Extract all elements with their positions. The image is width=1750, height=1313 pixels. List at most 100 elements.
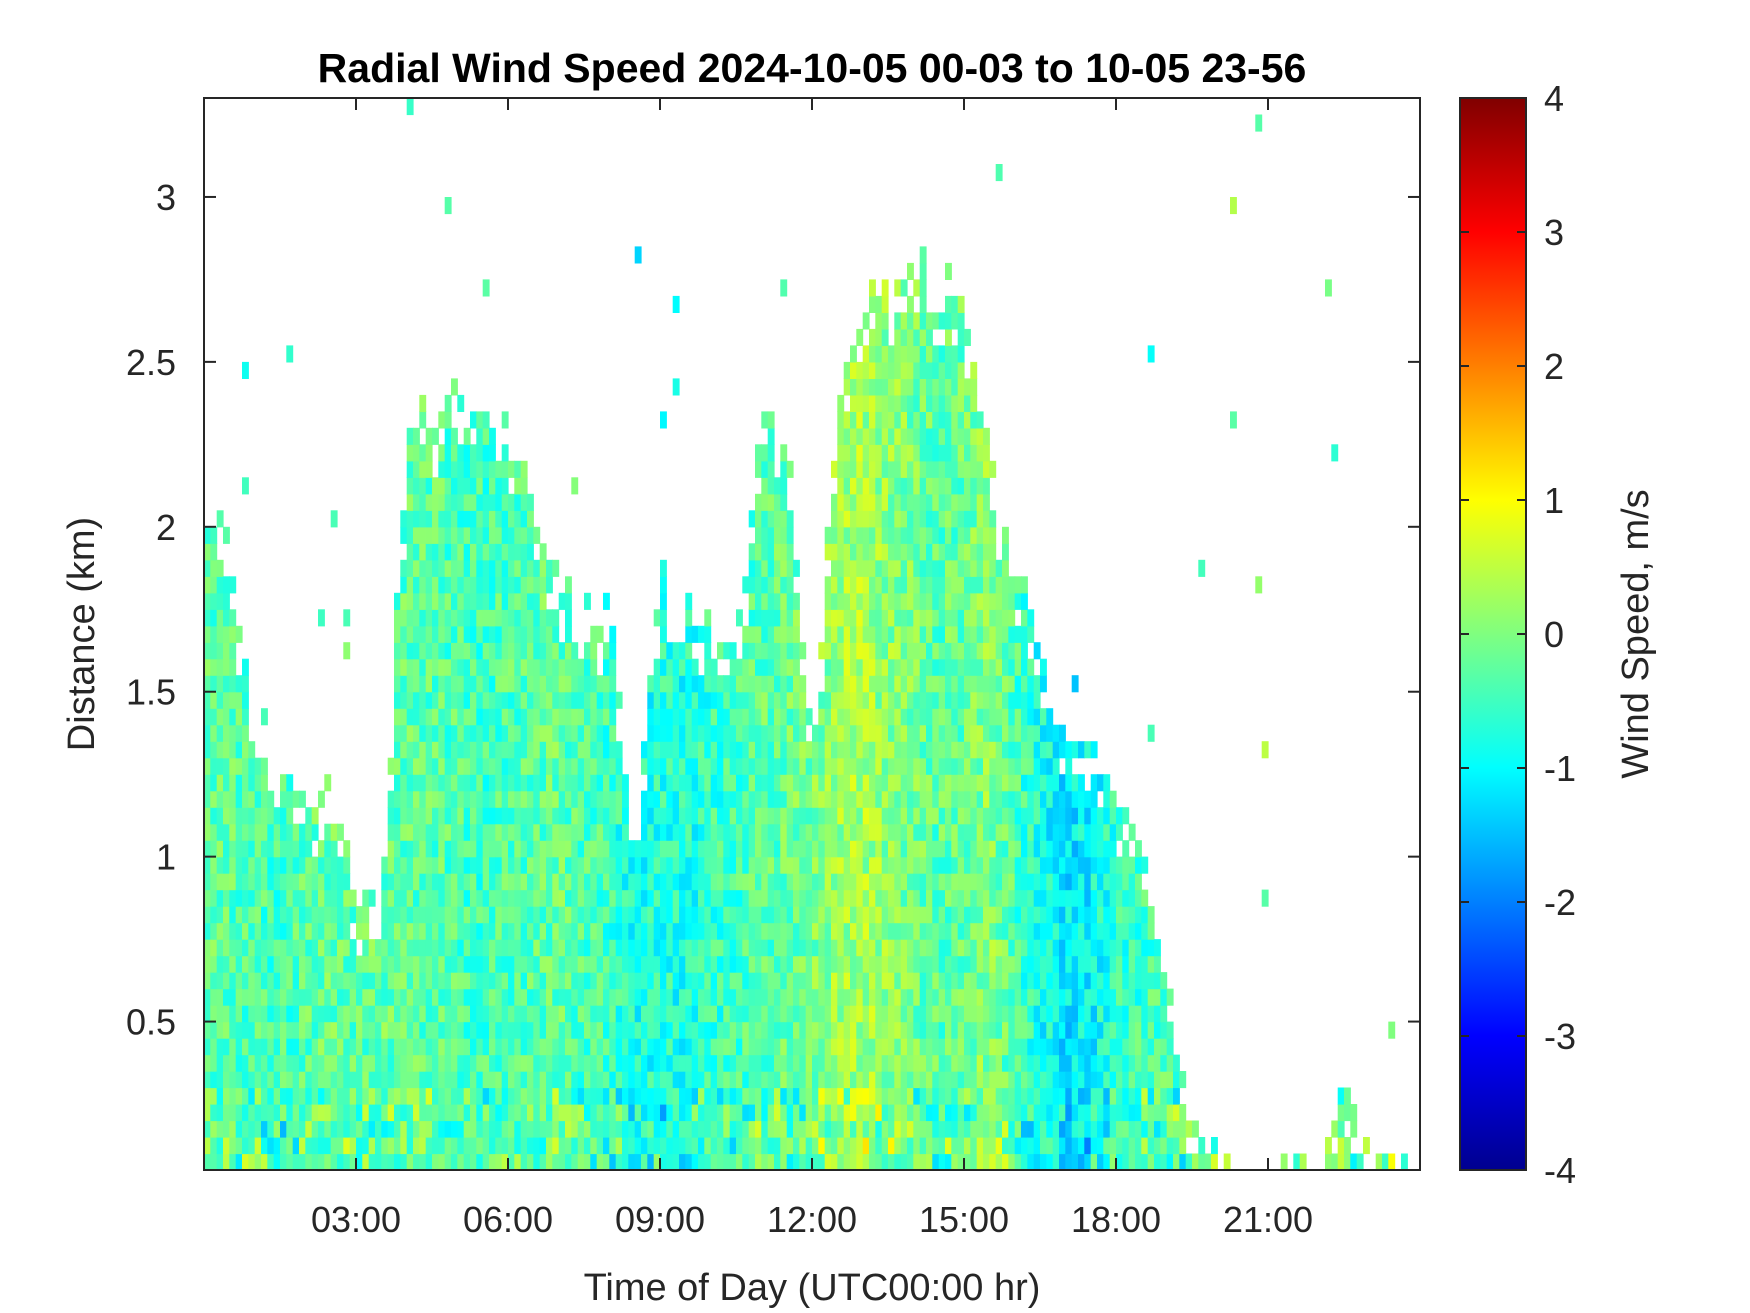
heatmap-cell (742, 642, 750, 660)
heatmap-cell (235, 939, 243, 957)
heatmap-cell (824, 642, 832, 660)
heatmap-cell (938, 378, 946, 396)
heatmap-cell (850, 510, 857, 528)
heatmap-cell (571, 1005, 579, 1023)
heatmap-cell (1008, 1120, 1016, 1138)
heatmap-cell (571, 939, 579, 957)
heatmap-cell (1046, 724, 1054, 742)
heatmap-cell (907, 856, 914, 874)
heatmap-cell (400, 823, 408, 841)
heatmap-cell (869, 345, 876, 363)
heatmap-cell (919, 807, 927, 825)
heatmap-cell (229, 988, 237, 1006)
heatmap-cell (736, 1104, 743, 1122)
heatmap-cell (824, 939, 832, 957)
heatmap-cell (444, 1005, 452, 1023)
heatmap-cell (660, 955, 667, 973)
heatmap-cell (1008, 1071, 1016, 1089)
heatmap-cell (774, 477, 781, 495)
heatmap-cell (907, 312, 914, 330)
heatmap-cell (932, 1054, 940, 1072)
heatmap-cell (242, 1087, 249, 1105)
heatmap-cell (989, 757, 997, 775)
heatmap-cell (552, 856, 560, 874)
heatmap-cell (210, 873, 218, 891)
heatmap-cell (812, 1005, 819, 1023)
heatmap-cell (945, 790, 952, 808)
heatmap-cell (286, 1087, 294, 1105)
heatmap-cell (786, 658, 794, 676)
heatmap-cell (476, 1054, 484, 1072)
heatmap-cell (850, 609, 857, 627)
heatmap-cell (945, 1153, 952, 1170)
heatmap-cell (780, 972, 788, 990)
heatmap-cell (989, 576, 997, 594)
heatmap-cell (444, 493, 452, 511)
heatmap-cell (856, 774, 864, 792)
heatmap-cell (913, 675, 921, 693)
heatmap-cell (444, 906, 452, 924)
heatmap-cell (501, 823, 509, 841)
heatmap-cell (755, 1137, 762, 1155)
heatmap-cell (432, 1120, 439, 1138)
heatmap-cell (780, 922, 788, 940)
heatmap-cell (413, 1038, 420, 1056)
heatmap-cell (850, 1104, 857, 1122)
heatmap-cell (919, 691, 927, 709)
heatmap-cell (438, 411, 446, 429)
heatmap-cell (254, 1054, 262, 1072)
heatmap-cell (786, 1071, 794, 1089)
heatmap-cell (343, 955, 351, 973)
heatmap-cell (1065, 1120, 1073, 1138)
heatmap-cell (508, 642, 515, 660)
heatmap-cell (419, 1137, 427, 1155)
heatmap-cell (400, 972, 408, 990)
heatmap-cell (520, 922, 528, 940)
heatmap-cell (356, 1087, 363, 1105)
heatmap-cell (305, 1137, 313, 1155)
heatmap-cell (413, 988, 420, 1006)
heatmap-cell (729, 642, 737, 660)
heatmap-cell (261, 972, 268, 990)
heatmap-cell (888, 675, 895, 693)
heatmap-cell (1033, 757, 1041, 775)
heatmap-cell (571, 906, 579, 924)
heatmap-cell (672, 922, 680, 940)
heatmap-cell (470, 972, 477, 990)
heatmap-cell (520, 873, 528, 891)
heatmap-cell (850, 1071, 857, 1089)
heatmap-cell (1021, 625, 1028, 643)
heatmap-cell (894, 790, 902, 808)
heatmap-cell (533, 790, 541, 808)
heatmap-cell (717, 1104, 724, 1122)
heatmap-cell (565, 1021, 572, 1039)
heatmap-cell (945, 444, 952, 462)
heatmap-cell (907, 510, 914, 528)
heatmap-cell (470, 1071, 477, 1089)
heatmap-cell (748, 576, 756, 594)
heatmap-cell (539, 559, 547, 577)
heatmap-cell (704, 1071, 712, 1089)
heatmap-cell (824, 955, 832, 973)
heatmap-cell (641, 757, 648, 775)
heatmap-cell (615, 889, 623, 907)
heatmap-cell (204, 1054, 211, 1072)
heatmap-cell (476, 774, 484, 792)
heatmap-cell (216, 1120, 224, 1138)
heatmap-cell (235, 1137, 243, 1155)
heatmap-cell (299, 955, 306, 973)
heatmap-cell (862, 1005, 870, 1023)
heatmap-cell (957, 1153, 965, 1170)
heatmap-cell (419, 625, 427, 643)
heatmap-cell (748, 642, 756, 660)
heatmap-cell (501, 625, 509, 643)
heatmap-cell (495, 807, 503, 825)
heatmap-cell (723, 675, 731, 693)
heatmap-cell (907, 493, 914, 511)
heatmap-cell (647, 906, 655, 924)
heatmap-cell (837, 774, 845, 792)
heatmap-cell (850, 906, 857, 924)
heatmap-cell (565, 741, 572, 759)
heatmap-cell (584, 807, 591, 825)
heatmap-cell (995, 840, 1003, 858)
